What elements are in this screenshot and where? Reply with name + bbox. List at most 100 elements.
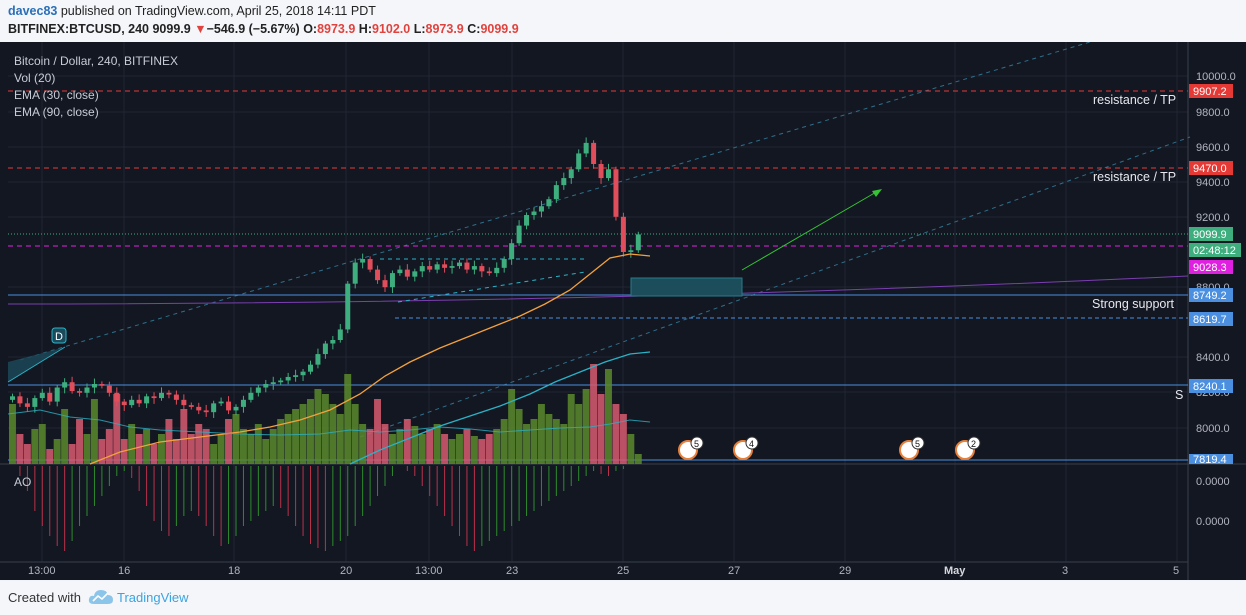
candle-body [524,215,530,226]
d-marker-box[interactable] [51,327,67,344]
candle-body [397,269,403,274]
candle-body [553,185,559,200]
volume-bar [225,419,232,464]
volume-bar [560,424,568,464]
event-flag-icon[interactable]: 4 [733,436,759,460]
event-count: 5 [915,439,920,449]
trend-channel[interactable] [19,41,1191,438]
volume-bar [463,429,471,464]
candle-body [233,406,239,411]
event-flag-icon[interactable]: 2 [955,436,981,460]
price-tick: 8400.0 [1196,352,1230,364]
volume-bar [537,404,545,464]
candle-body [308,364,313,372]
tag-countdown-text: 02:48:12 [1193,245,1236,257]
event-count: 5 [694,439,699,449]
down-arrow-icon: ▼ [194,22,207,36]
ao-tick: 0.0000 [1196,516,1230,528]
time-tick: 5 [1173,565,1179,577]
candle-body [546,199,552,207]
candle-body [442,264,448,268]
time-tick: 25 [617,565,629,577]
volume-bar [523,424,530,464]
volume-bar [202,429,210,464]
tag-resistance-2-text: 9470.0 [1193,163,1227,175]
volume-bar [23,444,31,464]
candle-body [211,403,217,413]
event-flag-icon[interactable]: 5 [899,436,925,460]
legend-ema90[interactable]: EMA (90, close) [14,105,99,119]
volume-bar [612,404,620,464]
candle-body [47,392,53,402]
high-value: 9102.0 [372,22,411,36]
volume-bar [329,404,337,464]
ao-label[interactable]: AO [14,475,31,489]
volume-bar [239,429,247,464]
time-tick: May [944,565,966,577]
candle-body [538,206,544,212]
volume-bar [597,394,605,464]
event-icons[interactable]: 5 4 5 2 [678,436,981,460]
volume-bar [277,419,285,464]
volume-bar [172,439,180,464]
tradingview-link[interactable]: TradingView [117,590,189,605]
candle-body [263,384,269,388]
candle-body [345,283,351,330]
last-price: 9099.9 [152,22,191,36]
candle-body [226,401,232,411]
volume-bar [418,434,426,464]
footer: Created with TradingView [0,581,1246,615]
d-marker[interactable]: D [55,331,63,343]
candle-body [285,376,291,381]
candle-body [255,387,261,393]
candle-body [419,266,425,272]
tag-support [1189,288,1233,302]
volume-bar [388,434,396,464]
s-marker[interactable]: S [1175,388,1183,402]
ao-tick: 0.0000 [1196,476,1230,488]
pattern-line[interactable] [7,346,66,383]
support-label[interactable]: Strong support [1092,297,1175,311]
resistance-label-2[interactable]: resistance / TP [1093,170,1176,184]
candle-body [129,399,135,406]
time-axis[interactable]: 13:00 16 18 20 13:00 23 25 27 29 May 3 5 [28,565,1179,577]
volume-bar [128,424,136,464]
candle-body [181,399,187,406]
legend-title[interactable]: Bitcoin / Dollar, 240, BITFINEX [14,54,178,68]
volume-bar [135,434,143,464]
volume-bar [321,394,329,464]
candle-body [367,259,373,270]
candle-body [10,396,15,400]
tradingview-cloud-icon[interactable] [88,588,114,606]
author-link[interactable]: davec83 [8,4,58,18]
candle-body [583,142,589,154]
volume-bar [433,424,441,464]
candle-body [457,262,462,267]
candle-body [389,273,395,288]
chart-canvas[interactable]: Bitcoin / Dollar, 240, BITFINEX Vol (20)… [0,41,1246,580]
event-count: 2 [971,439,976,449]
created-with-text: Created with [8,590,81,605]
volume-bar [508,389,516,464]
candle-body [62,382,68,388]
resistance-label-1[interactable]: resistance / TP [1093,93,1176,107]
event-flag-icon[interactable]: 5 [678,436,704,460]
published-text: published on TradingView.com, April 25, … [60,4,376,18]
support-zone-box[interactable] [630,277,743,297]
volume-bar [150,444,158,464]
low-label: L: [413,22,426,36]
event-count: 4 [749,439,754,449]
time-tick: 13:00 [415,565,443,577]
volume-bar [396,429,404,464]
ema-30-line [89,253,651,465]
chart-area[interactable]: Bitcoin / Dollar, 240, BITFINEX Vol (20)… [0,41,1246,580]
time-tick: 29 [839,565,851,577]
volume-bar [113,394,121,464]
legend-vol[interactable]: Vol (20) [14,71,55,85]
projection-arrow[interactable] [741,190,879,271]
volume-bar [441,434,449,464]
tag-ema-text: 9028.3 [1193,262,1227,274]
candle-body [121,401,127,406]
legend-ema30[interactable]: EMA (30, close) [14,88,99,102]
volume-bar [9,404,16,464]
